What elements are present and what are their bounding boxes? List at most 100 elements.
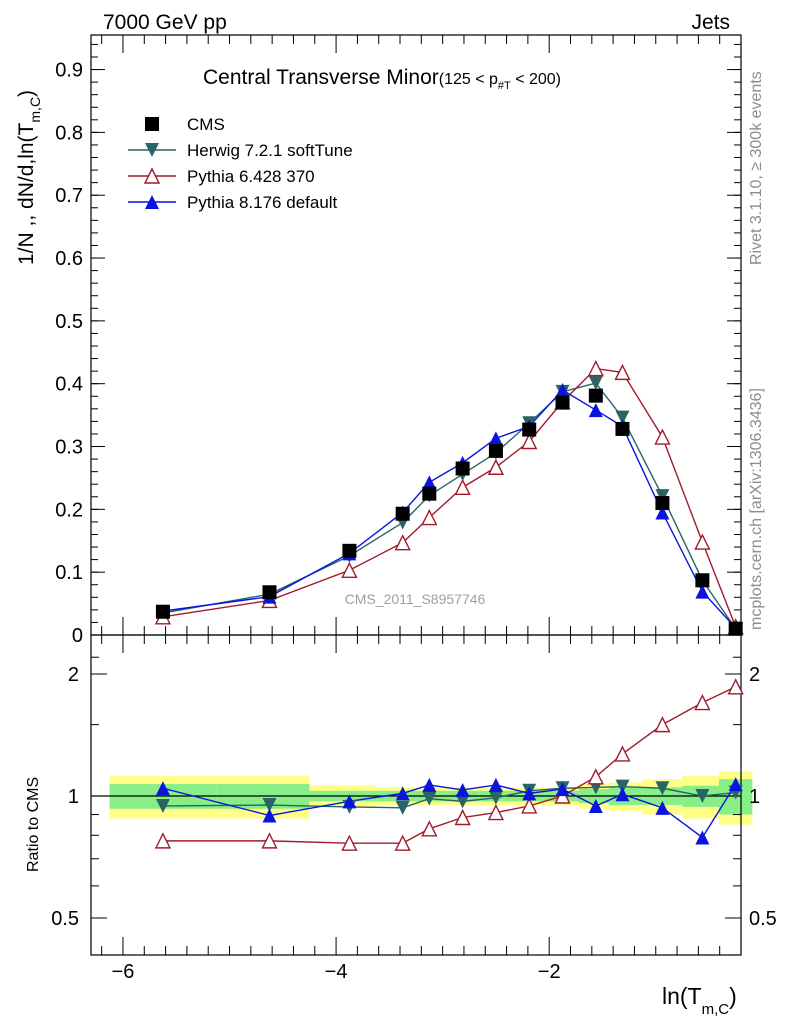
header-right: Jets — [691, 11, 730, 34]
x-axis-label: ln(Tm,C) — [662, 983, 737, 1018]
ratio-point — [261, 832, 278, 849]
legend-label: Pythia 8.176 default — [187, 193, 338, 212]
main-point — [155, 604, 170, 619]
y-tick-label: 0.1 — [55, 562, 83, 584]
ratio-point — [587, 768, 604, 785]
ratio-y-tick-label: 1 — [68, 786, 79, 808]
main-point — [615, 421, 630, 436]
main-point — [454, 478, 471, 496]
main-point — [588, 403, 603, 418]
ratio-point — [695, 789, 710, 803]
ratio-point — [521, 797, 538, 814]
main-y-axis-label: 1/N ,, dN/d,ln(Tm,C) — [15, 90, 43, 265]
svg-text:1/N ,, dN/d,ln(Tm,C): 1/N ,, dN/d,ln(Tm,C) — [15, 90, 43, 265]
main-point — [394, 534, 411, 551]
main-point — [341, 561, 358, 578]
main-point — [694, 533, 711, 550]
legend-label: Pythia 6.428 370 — [187, 167, 315, 186]
ratio-y-tick-label-right: 0.5 — [749, 908, 777, 930]
ratio-series-line — [162, 783, 737, 839]
ratio-point — [588, 798, 603, 813]
main-point — [421, 508, 438, 526]
ratio-point — [488, 777, 503, 792]
ratio-point — [155, 798, 170, 813]
main-point — [422, 486, 437, 501]
legend-marker — [145, 143, 159, 157]
legend-marker — [145, 117, 159, 131]
ratio-point — [154, 832, 172, 849]
ratio-frame — [90, 634, 742, 956]
main-point — [522, 422, 537, 437]
main-point — [342, 543, 357, 558]
y-tick-label: 0.6 — [55, 248, 83, 270]
main-point — [654, 428, 671, 445]
ratio-point — [614, 745, 631, 762]
ratio-point — [262, 798, 277, 813]
svg-text:Central Transverse Minor(125 <: Central Transverse Minor(125 < p#T < 200… — [203, 66, 561, 92]
y-tick-label: 0.9 — [55, 60, 83, 82]
axis-ticks: 0 0.1 0.2 0.3 0.4 0.5 0.6 0.7 0.8 0.9 −6 −4 −2 0.5 0.5… — [51, 35, 777, 983]
y-tick-label: 0.7 — [55, 185, 83, 207]
ratio-point — [615, 787, 630, 802]
ratio-point — [694, 694, 711, 711]
chart-title: Central Transverse Minor(125 < p#T < 200… — [203, 66, 561, 92]
legend-label: Herwig 7.2.1 softTune — [187, 141, 353, 160]
main-point — [395, 506, 410, 521]
main-series-line — [162, 367, 737, 628]
ratio-point — [394, 834, 411, 851]
main-point — [422, 475, 437, 490]
main-point — [695, 573, 710, 588]
ratio-point — [695, 830, 710, 845]
ratio-point — [727, 678, 744, 695]
ratio-point — [454, 808, 471, 826]
main-point — [588, 388, 603, 403]
rivet-label: Rivet 3.1.10, ≥ 300k events — [748, 71, 765, 265]
header-left: 7000 GeV pp — [103, 11, 227, 34]
main-point — [615, 410, 630, 425]
main-point — [655, 496, 670, 511]
mcplots-label: mcplots.cern.ch [arXiv:1306.3436] — [748, 388, 765, 630]
ratio-point — [155, 781, 170, 796]
ratio-point — [262, 808, 277, 823]
main-point — [487, 458, 505, 475]
y-tick-label: 0 — [72, 625, 83, 647]
y-tick-label: 0.4 — [55, 374, 83, 396]
ratio-point — [654, 716, 671, 733]
ratio-point — [488, 790, 503, 805]
ratio-point — [655, 800, 670, 815]
ratio-point — [522, 786, 537, 801]
ratio-point — [395, 786, 410, 801]
ratio-point — [422, 777, 437, 792]
main-series — [162, 367, 737, 628]
ratio-point — [421, 820, 438, 837]
x-tick-label: −2 — [538, 961, 561, 983]
ratio-point — [341, 834, 358, 851]
ratio-y-axis-label: Ratio to CMS — [25, 777, 42, 872]
ratio-series-line — [162, 785, 736, 809]
legend-marker — [145, 195, 159, 209]
plot-frames — [90, 34, 742, 956]
x-tick-label: −6 — [112, 961, 135, 983]
data-series — [154, 360, 744, 851]
ratio-point — [455, 782, 470, 797]
x-tick-label: −4 — [325, 961, 348, 983]
main-point — [614, 363, 631, 381]
main-series-line — [162, 382, 737, 630]
ratio-point — [422, 791, 437, 806]
legend: CMS Herwig 7.2.1 softTune Pythia 6.428 370… — [128, 115, 353, 212]
main-point — [695, 584, 710, 599]
y-tick-label: 0.5 — [55, 311, 83, 333]
ratio-point — [455, 794, 470, 809]
ratio-point — [395, 800, 410, 815]
y-tick-label: 0.8 — [55, 122, 83, 144]
legend-marker — [143, 167, 161, 184]
main-point — [655, 505, 670, 520]
ratio-y-tick-label: 2 — [68, 664, 79, 686]
analysis-watermark: CMS_2011_S8957746 — [345, 591, 486, 607]
main-point — [587, 360, 604, 377]
ratio-point — [728, 777, 743, 792]
main-point — [555, 382, 570, 397]
main-point — [488, 443, 503, 458]
main-point — [728, 621, 743, 636]
